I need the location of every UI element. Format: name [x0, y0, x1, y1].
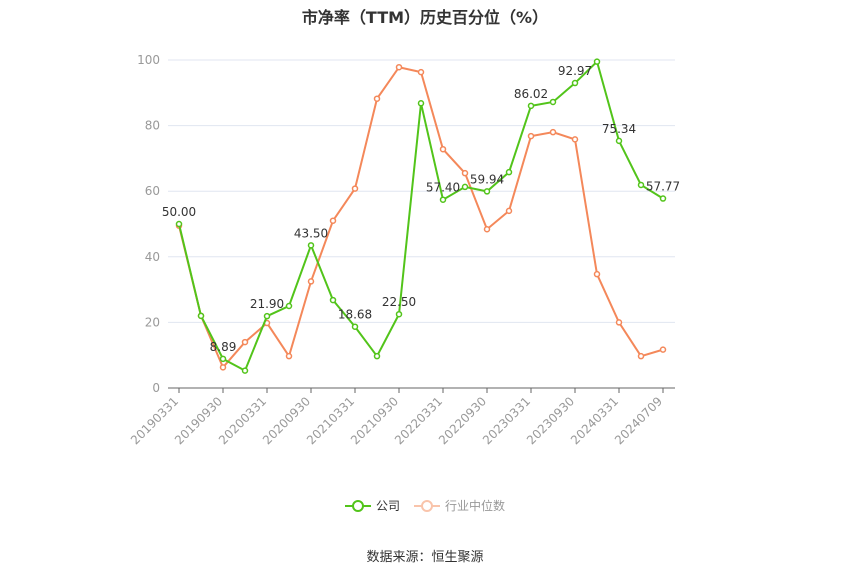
data-label: 8.89 [210, 340, 237, 354]
y-tick-label: 80 [145, 119, 160, 133]
data-point[interactable] [351, 185, 359, 192]
data-point[interactable] [593, 58, 601, 65]
legend-item-industry-median[interactable]: 行业中位数 [414, 497, 505, 514]
data-point[interactable] [615, 137, 623, 145]
data-point[interactable] [637, 352, 645, 360]
y-tick-label: 40 [145, 250, 160, 264]
y-tick-label: 100 [137, 53, 160, 67]
data-point[interactable] [615, 319, 623, 326]
data-point[interactable] [571, 136, 579, 143]
y-tick-label: 0 [152, 381, 160, 395]
data-point[interactable] [175, 220, 183, 228]
data-point[interactable] [439, 196, 447, 203]
data-source: 数据来源：恒生聚源 [366, 550, 484, 565]
data-point[interactable] [197, 312, 205, 320]
data-point[interactable] [417, 68, 425, 76]
data-point[interactable] [395, 310, 403, 318]
x-tick-label: 20240709 [612, 394, 665, 447]
data-point[interactable] [241, 338, 249, 346]
data-point[interactable] [373, 352, 381, 360]
data-label: 50.00 [162, 205, 196, 219]
data-label: 57.40 [426, 181, 460, 195]
series-line-0 [178, 59, 664, 373]
data-label: 18.68 [338, 308, 372, 322]
legend-line-icon [414, 499, 440, 512]
data-label: 86.02 [514, 87, 548, 101]
y-tick-label: 60 [145, 184, 160, 198]
data-point[interactable] [505, 207, 513, 215]
data-point[interactable] [593, 270, 601, 278]
chart-title: 市净率（TTM）历史百分位（%） [301, 8, 549, 27]
data-point[interactable] [395, 63, 403, 71]
legend-item-company[interactable]: 公司 [344, 497, 400, 514]
data-label: 59.94 [470, 172, 504, 186]
data-point[interactable] [329, 296, 337, 304]
data-point[interactable] [307, 242, 315, 249]
data-label: 92.97 [558, 64, 592, 78]
data-point[interactable] [285, 302, 293, 310]
data-point[interactable] [329, 217, 337, 224]
data-point[interactable] [527, 102, 535, 110]
data-point[interactable] [659, 346, 667, 353]
data-point[interactable] [241, 367, 249, 374]
data-point[interactable] [505, 168, 513, 176]
data-point[interactable] [637, 181, 645, 189]
legend-label: 行业中位数 [445, 499, 506, 513]
data-point[interactable] [439, 145, 447, 153]
y-tick-label: 20 [145, 315, 160, 329]
data-point[interactable] [285, 352, 293, 360]
data-point[interactable] [483, 225, 491, 233]
data-label: 22.50 [382, 295, 416, 309]
data-point[interactable] [373, 95, 381, 102]
data-point[interactable] [351, 323, 359, 330]
data-label: 43.50 [294, 226, 328, 240]
data-point[interactable] [307, 278, 315, 285]
data-point[interactable] [219, 364, 227, 371]
legend-line-icon [344, 499, 371, 512]
data-point[interactable] [571, 79, 579, 87]
data-point[interactable] [219, 355, 227, 363]
data-point[interactable] [461, 183, 469, 191]
data-label: 21.90 [250, 297, 284, 311]
data-point[interactable] [549, 98, 557, 106]
legend-label: 公司 [375, 499, 400, 513]
data-label: 75.34 [602, 122, 636, 136]
data-point[interactable] [549, 128, 557, 136]
data-point[interactable] [659, 195, 667, 202]
data-point[interactable] [263, 312, 271, 320]
legend: 公司 行业中位数 [0, 497, 850, 514]
data-point[interactable] [483, 188, 491, 195]
data-point[interactable] [527, 132, 535, 140]
data-label: 57.77 [646, 180, 680, 194]
data-point[interactable] [461, 169, 469, 177]
data-point[interactable] [417, 100, 425, 107]
